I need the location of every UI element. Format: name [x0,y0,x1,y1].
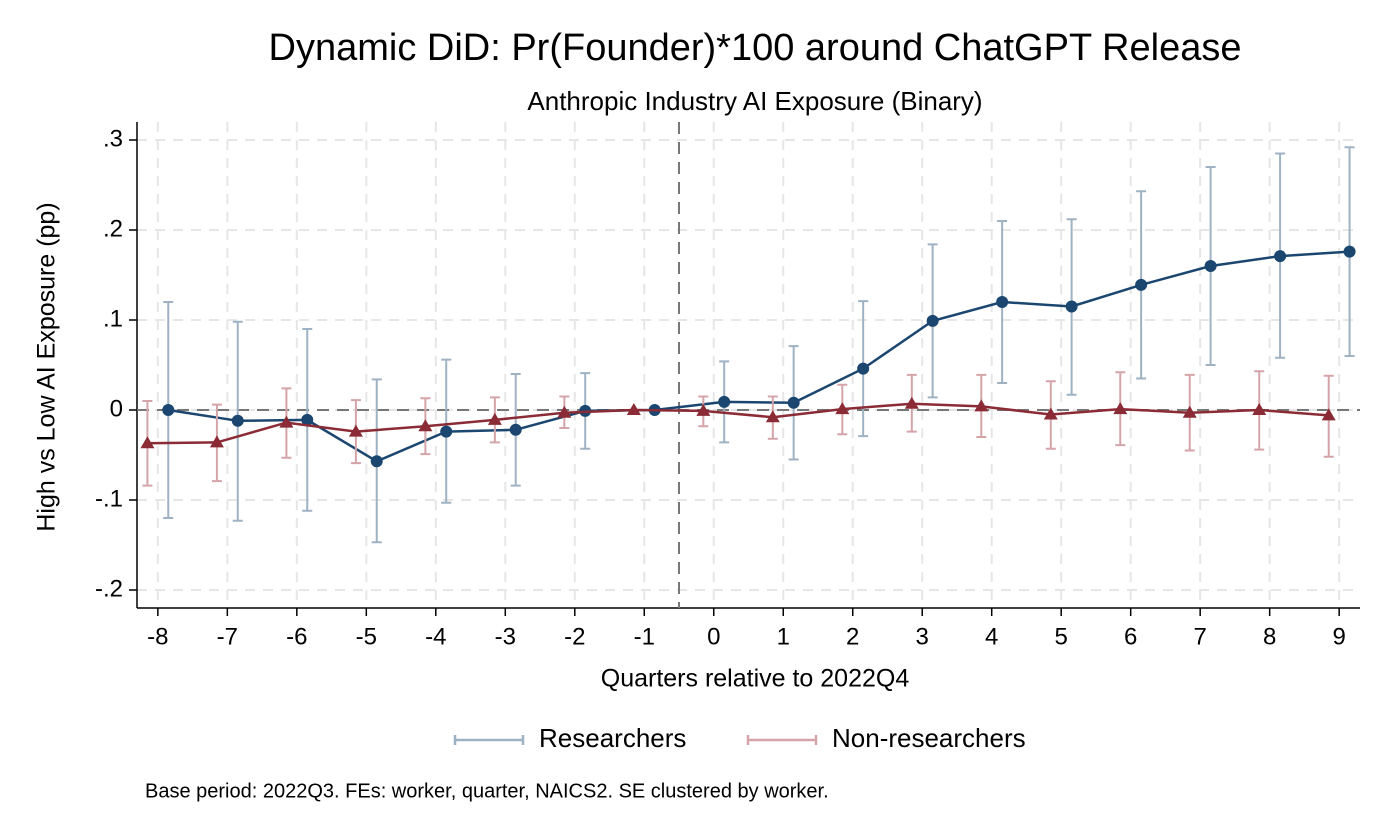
y-tick-label: 0 [110,395,123,422]
marker [904,396,919,409]
marker [1252,403,1267,415]
series-line [147,402,1329,445]
x-tick-label: 6 [1124,623,1137,650]
x-tick-label: -4 [425,623,446,650]
marker [787,396,800,409]
note: Base period: 2022Q3. FEs: worker, quarte… [145,780,829,802]
legend-label: Non-researchers [832,723,1026,753]
marker [996,296,1009,308]
x-tick-label: -8 [147,623,168,650]
legend-label: Researchers [539,723,686,753]
series-line [168,250,1350,463]
marker [835,402,850,415]
marker [718,395,731,408]
x-tick-label: 7 [1193,623,1206,650]
marker [140,436,155,449]
y-axis-label: High vs Low AI Exposure (pp) [33,202,61,531]
marker [348,424,363,437]
marker [1204,260,1217,272]
chart-subtitle: Anthropic Industry AI Exposure (Binary) [527,86,982,116]
marker [418,419,433,432]
x-tick-label: -2 [564,623,585,650]
marker [626,403,641,415]
marker [557,405,572,418]
x-tick-label: 0 [707,623,720,650]
marker [279,415,294,428]
x-tick-label: -5 [356,623,377,650]
marker [765,410,780,423]
marker [509,423,522,436]
x-tick-label: 5 [1055,623,1068,650]
marker [487,412,502,425]
x-tick-label: 3 [916,623,929,650]
marker [1113,402,1128,415]
marker [1043,407,1058,420]
marker [1135,278,1148,291]
y-tick-label: -.1 [95,485,123,512]
marker [974,399,989,412]
x-tick-label: 9 [1332,623,1345,650]
marker [370,455,383,468]
marker [1321,408,1336,421]
y-tick-label: .1 [103,305,123,332]
marker [857,362,870,375]
legend-symbol [453,735,525,745]
y-tick-label: .3 [103,125,123,152]
x-tick-label: 1 [777,623,790,650]
marker [162,404,175,416]
marker [926,314,939,327]
x-tick-label: 8 [1263,623,1276,650]
marker [1182,405,1197,418]
x-tick-label: -1 [634,623,655,650]
y-tick-label: -.2 [95,575,123,602]
x-tick-label: -3 [495,623,516,650]
legend-symbol [746,735,818,745]
marker [440,425,453,438]
marker [209,435,224,448]
marker [231,414,244,427]
x-tick-label: -7 [217,623,238,650]
x-axis-label: Quarters relative to 2022Q4 [601,665,910,693]
marker [696,403,711,416]
x-tick-label: 2 [846,623,859,650]
x-tick-label: -6 [286,623,307,650]
marker [1343,245,1356,258]
marker [301,413,314,426]
marker [1274,250,1287,263]
x-tick-label: 4 [985,623,998,650]
y-tick-label: .2 [103,215,123,242]
marker [1065,300,1078,313]
chart-title: Dynamic DiD: Pr(Founder)*100 around Chat… [269,27,1242,69]
